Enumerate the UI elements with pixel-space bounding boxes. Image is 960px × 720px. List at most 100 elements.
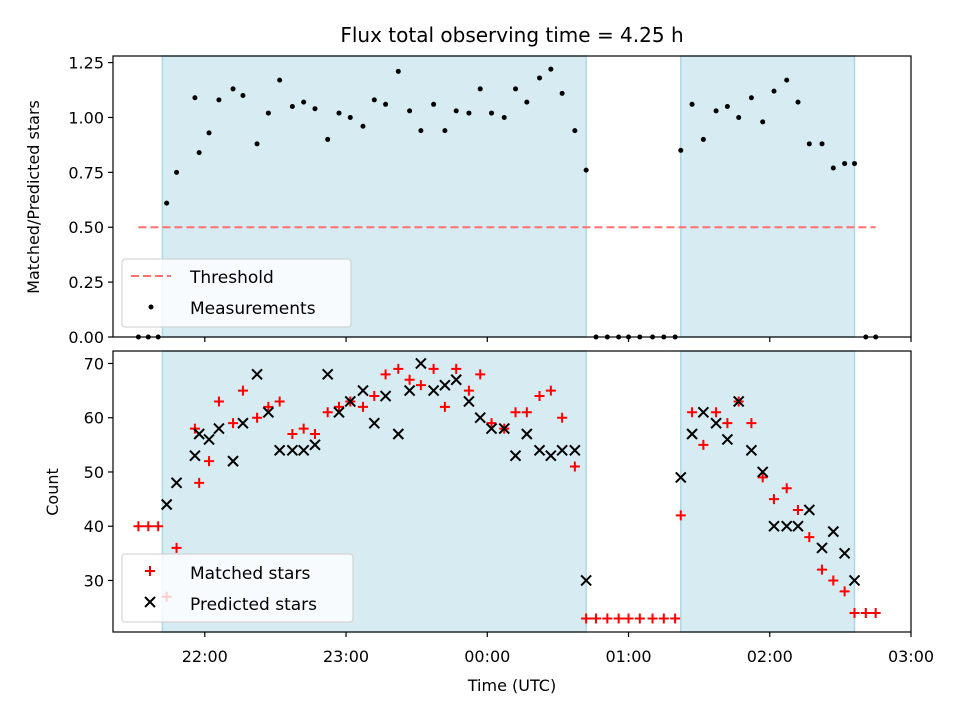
matched-stars-point bbox=[521, 407, 532, 418]
matched-legend-label: Matched stars bbox=[190, 564, 310, 584]
matched-stars-point bbox=[849, 608, 860, 619]
predicted-stars-point bbox=[427, 384, 440, 397]
predicted-stars-point bbox=[344, 395, 356, 408]
measurements-point bbox=[289, 103, 295, 109]
ratio-y-tick-label: 1.00 bbox=[68, 108, 104, 127]
measurements-point bbox=[442, 128, 448, 134]
measurements-point bbox=[265, 110, 271, 116]
count-y-tick-label: 70 bbox=[84, 354, 104, 373]
matched-stars-point bbox=[404, 374, 415, 385]
predicted-stars-point bbox=[309, 439, 321, 451]
ratio-panel: 0.00 0.25 0.50 0.75 1.00 1.25 Matched/Predict… bbox=[24, 54, 912, 347]
predicted-stars-point bbox=[781, 520, 793, 532]
predicted-stars-point bbox=[273, 444, 286, 456]
matched-stars-point bbox=[746, 418, 757, 429]
matched-stars-point bbox=[153, 521, 164, 532]
chart-title: Flux total observing time = 4.25 h bbox=[340, 23, 683, 47]
ratio-y-tick-label: 0.25 bbox=[68, 273, 104, 292]
predicted-stars-point bbox=[848, 574, 861, 587]
matched-stars-point bbox=[475, 369, 486, 380]
matched-stars-point bbox=[274, 396, 285, 407]
matched-stars-point bbox=[534, 391, 545, 402]
measurements-point bbox=[842, 161, 848, 167]
measurements-point bbox=[724, 103, 730, 109]
matched-stars-point bbox=[204, 456, 215, 467]
measurements-point bbox=[760, 119, 766, 125]
matched-stars-point bbox=[545, 385, 556, 396]
predicted-stars-point bbox=[403, 384, 416, 397]
predicted-stars-point bbox=[251, 368, 263, 381]
matched-stars-point bbox=[237, 385, 248, 396]
predicted-stars-point bbox=[710, 417, 722, 429]
x-tick-label: 01:00 bbox=[605, 647, 651, 666]
measurements-point bbox=[407, 108, 413, 114]
measurements-point bbox=[713, 108, 719, 114]
matched-stars-point bbox=[133, 521, 144, 532]
predicted-stars-point bbox=[357, 384, 369, 397]
measurements-point bbox=[216, 97, 222, 103]
predicted-stars-point bbox=[485, 422, 498, 435]
measurements-point bbox=[736, 114, 742, 120]
matched-stars-point bbox=[675, 510, 686, 521]
predicted-stars-point bbox=[379, 390, 392, 402]
predicted-legend-swatch bbox=[144, 596, 156, 608]
ratio-y-tick-label: 0.00 bbox=[68, 328, 104, 347]
measurements-point bbox=[806, 141, 812, 147]
matched-stars-point bbox=[768, 494, 779, 505]
measurements-point bbox=[240, 93, 246, 99]
measurements-point bbox=[501, 114, 507, 120]
ratio-legend-box bbox=[121, 258, 352, 328]
measurements-point bbox=[537, 75, 543, 81]
matched-stars-point bbox=[670, 613, 681, 624]
ratio-y-tick-label: 1.25 bbox=[68, 54, 104, 73]
predicted-stars-point bbox=[580, 574, 592, 587]
measurements-point bbox=[230, 86, 236, 92]
matched-stars-point bbox=[380, 369, 391, 380]
matched-stars-point bbox=[333, 401, 344, 412]
predicted-stars-point bbox=[569, 444, 581, 456]
predicted-stars-point bbox=[189, 449, 201, 462]
measurements-point bbox=[371, 97, 377, 103]
count-y-tick-label: 50 bbox=[84, 463, 104, 482]
ratio-y-tick-label: 0.75 bbox=[68, 163, 104, 182]
matched-stars-point bbox=[658, 613, 669, 624]
matched-stars-point bbox=[711, 407, 722, 418]
matched-stars-point bbox=[722, 418, 733, 429]
measurements-point bbox=[513, 86, 519, 92]
measurements-point bbox=[678, 147, 684, 153]
predicted-stars-point bbox=[721, 433, 734, 446]
ratio-y-tick-label: 0.50 bbox=[68, 218, 104, 237]
measurements-point bbox=[277, 77, 283, 83]
matched-stars-point bbox=[213, 396, 224, 407]
predicted-stars-point bbox=[686, 428, 698, 440]
predicted-stars-point bbox=[533, 444, 546, 456]
predicted-stars-point bbox=[803, 504, 816, 516]
predicted-stars-point bbox=[415, 357, 427, 370]
matched-stars-point bbox=[623, 613, 634, 624]
matched-stars-point bbox=[828, 575, 839, 586]
matched-stars-point bbox=[322, 407, 333, 418]
matched-stars-point bbox=[451, 363, 462, 374]
matched-stars-point bbox=[860, 608, 871, 619]
measurements-point bbox=[431, 101, 437, 107]
measurements-point bbox=[748, 95, 754, 101]
matched-stars-point bbox=[569, 461, 580, 472]
count-observing-window-1 bbox=[680, 350, 856, 633]
measurements-point bbox=[383, 101, 389, 107]
predicted-stars-point bbox=[286, 444, 299, 456]
count-y-axis-label: Count bbox=[43, 468, 62, 516]
measurements-point bbox=[312, 106, 318, 112]
count-panel-frame bbox=[112, 350, 912, 633]
measurements-point bbox=[477, 86, 483, 92]
matched-stars-point bbox=[228, 418, 239, 429]
matched-stars-point bbox=[634, 613, 645, 624]
predicted-stars-point bbox=[509, 449, 522, 462]
count-panel: 30 40 50 60 70 22:00 23:00 00:00 01:00 02:00 03:0… bbox=[43, 350, 934, 695]
matched-stars-point bbox=[298, 423, 309, 434]
predicted-stars-point bbox=[321, 368, 334, 381]
matched-stars-point bbox=[171, 542, 182, 553]
measurements-point bbox=[852, 161, 858, 167]
matched-stars-point bbox=[870, 608, 881, 619]
measurements-point bbox=[466, 110, 472, 116]
x-tick-label: 22:00 bbox=[182, 647, 228, 666]
